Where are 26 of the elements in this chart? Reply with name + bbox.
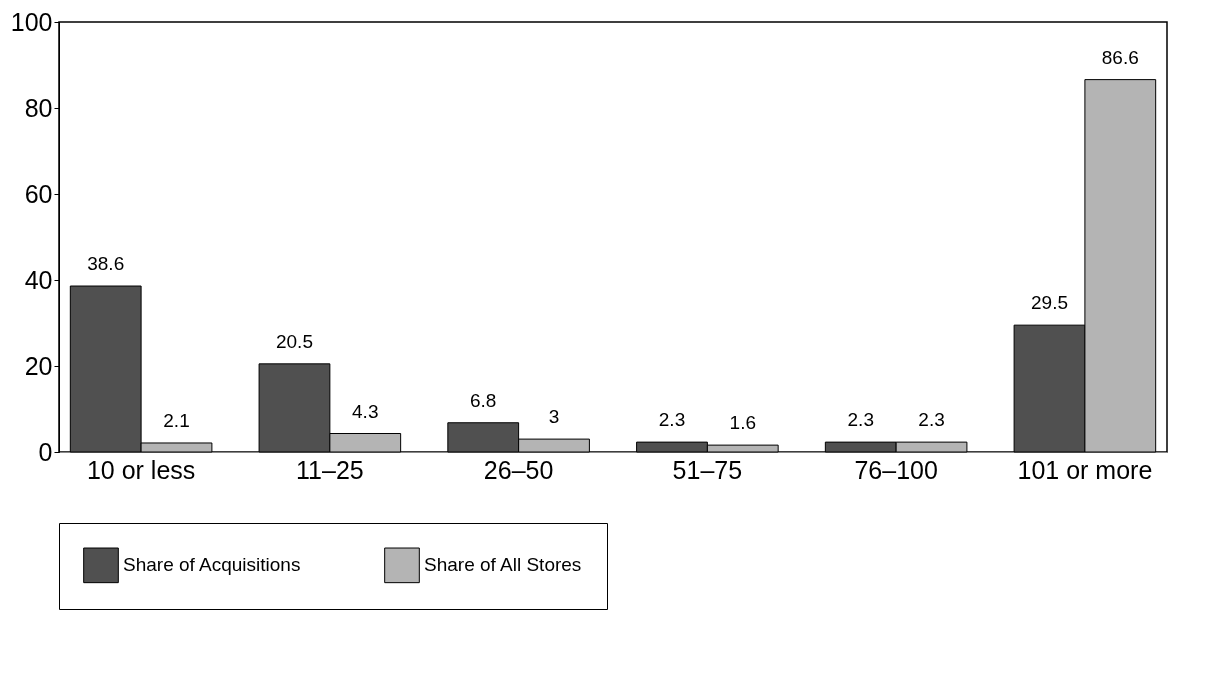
legend-label: Share of All Stores bbox=[424, 554, 582, 576]
y-tick-label: 100 bbox=[10, 7, 53, 36]
data-label: 4.3 bbox=[352, 400, 379, 422]
data-label: 2.3 bbox=[918, 409, 945, 431]
y-tick-label: 20 bbox=[24, 351, 53, 380]
data-label: 3 bbox=[548, 406, 560, 428]
data-label: 2.3 bbox=[847, 409, 874, 431]
y-tick-label: 80 bbox=[24, 93, 53, 122]
x-tick-label: 51–75 bbox=[672, 455, 743, 484]
x-tick-label: 76–100 bbox=[854, 455, 938, 484]
data-label: 1.6 bbox=[729, 412, 756, 434]
data-label: 86.6 bbox=[1101, 46, 1139, 68]
data-label: 29.5 bbox=[1031, 292, 1068, 314]
y-tick-label: 0 bbox=[38, 437, 53, 466]
y-tick-label: 60 bbox=[24, 179, 53, 208]
y-tick-label: 40 bbox=[24, 265, 53, 294]
data-label: 38.6 bbox=[87, 253, 125, 275]
x-tick-label: 11–25 bbox=[296, 455, 364, 484]
x-tick-label: 26–50 bbox=[483, 455, 554, 484]
x-tick-label: 101 or more bbox=[1017, 455, 1153, 484]
legend-label: Share of Acquisitions bbox=[123, 554, 301, 576]
x-tick-label: 10 or less bbox=[86, 455, 196, 484]
data-label: 2.1 bbox=[163, 409, 190, 431]
data-label: 20.5 bbox=[275, 330, 313, 352]
data-label: 6.8 bbox=[470, 389, 497, 411]
data-label: 2.3 bbox=[658, 409, 686, 431]
